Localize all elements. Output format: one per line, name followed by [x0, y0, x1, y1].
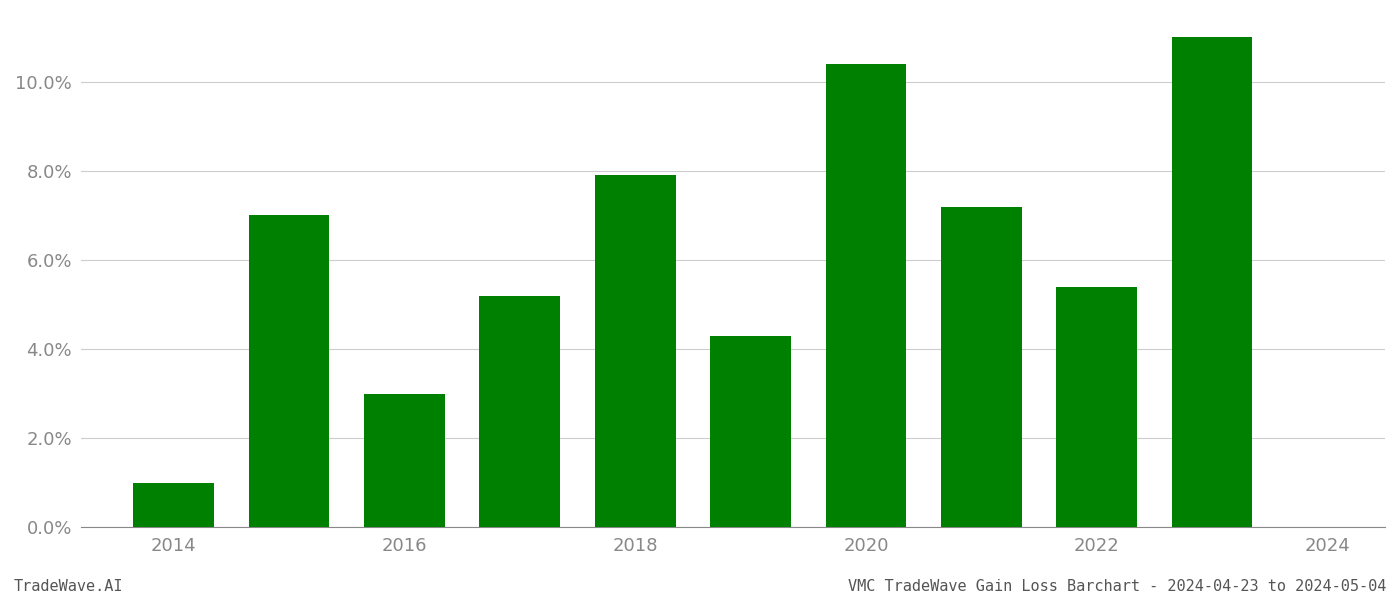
Bar: [133, 483, 214, 527]
Text: TradeWave.AI: TradeWave.AI: [14, 579, 123, 594]
Bar: [479, 296, 560, 527]
Bar: [249, 215, 329, 527]
Bar: [1172, 37, 1253, 527]
Bar: [1056, 287, 1137, 527]
Bar: [826, 64, 906, 527]
Bar: [941, 206, 1022, 527]
Bar: [595, 175, 676, 527]
Bar: [364, 394, 445, 527]
Bar: [710, 336, 791, 527]
Text: VMC TradeWave Gain Loss Barchart - 2024-04-23 to 2024-05-04: VMC TradeWave Gain Loss Barchart - 2024-…: [847, 579, 1386, 594]
